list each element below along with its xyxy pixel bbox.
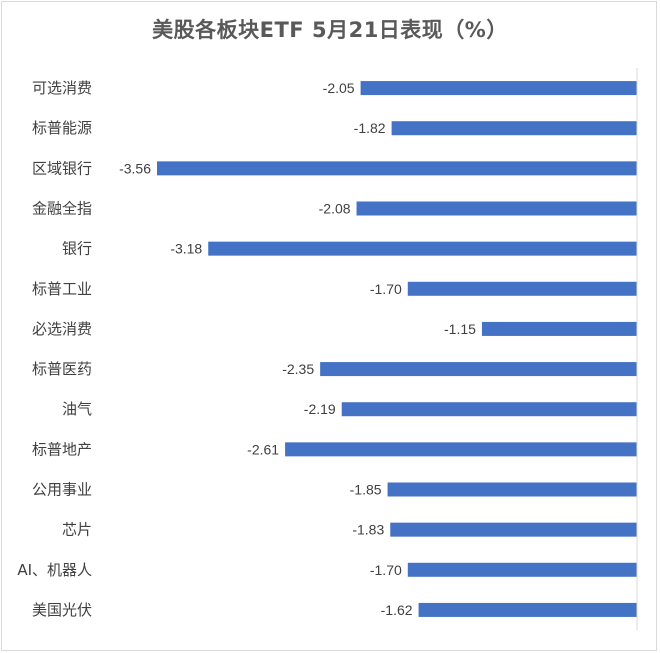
category-label: 金融全指 (32, 200, 92, 218)
bar (356, 201, 637, 216)
bar (387, 482, 637, 497)
category-label: 可选消费 (32, 79, 92, 97)
bar (407, 281, 637, 296)
value-label: -1.70 (370, 281, 402, 297)
value-label: -1.82 (354, 120, 386, 136)
category-label: 标普能源 (32, 119, 92, 137)
category-label: 芯片 (62, 521, 92, 539)
category-label: 标普医药 (32, 360, 92, 378)
value-label: -3.18 (170, 241, 202, 257)
bar (418, 602, 637, 617)
bar (157, 161, 637, 176)
category-label: 区域银行 (32, 159, 92, 177)
category-label: 美国光伏 (32, 601, 92, 619)
value-label: -2.08 (319, 201, 351, 217)
value-label: -2.35 (282, 361, 314, 377)
bar (208, 241, 637, 256)
bar (481, 321, 637, 336)
value-label: -2.19 (304, 401, 336, 417)
category-label: 油气 (62, 400, 92, 418)
value-label: -3.56 (119, 160, 151, 176)
category-label: 标普工业 (32, 280, 92, 298)
value-label: -1.70 (370, 562, 402, 578)
bar (391, 121, 637, 136)
value-label: -1.62 (381, 602, 413, 618)
category-label: 标普地产 (32, 440, 92, 458)
chart-title: 美股各板块ETF 5月21日表现（%） (152, 18, 508, 42)
value-label: -1.85 (350, 482, 382, 498)
category-label: 必选消费 (32, 320, 92, 338)
category-label: 公用事业 (32, 481, 92, 499)
bar (390, 522, 637, 537)
bar (320, 362, 637, 377)
value-label: -2.61 (247, 441, 279, 457)
category-label: 银行 (62, 240, 92, 258)
bar (360, 81, 637, 96)
value-label: -1.83 (352, 522, 384, 538)
value-label: -1.15 (444, 321, 476, 337)
bar (285, 442, 637, 457)
bar (341, 402, 637, 417)
category-label: AI、机器人 (17, 561, 92, 579)
bar (407, 562, 637, 577)
value-label: -2.05 (323, 80, 355, 96)
